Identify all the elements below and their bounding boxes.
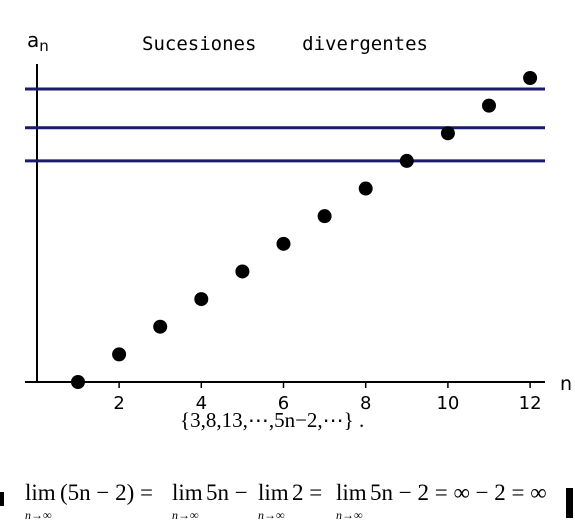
data-point <box>523 71 538 85</box>
x-tick-label: 2 <box>113 393 124 414</box>
data-point <box>482 98 496 113</box>
x-tick-label: 6 <box>278 393 289 414</box>
data-point <box>276 236 291 251</box>
x-tick-label: 10 <box>436 393 459 414</box>
data-point <box>112 347 127 362</box>
data-points <box>71 71 538 389</box>
data-point <box>71 375 85 389</box>
data-point <box>235 264 250 279</box>
limit-operator-3: lim <box>258 480 289 505</box>
limit-expression-2: 5n − <box>206 480 248 505</box>
limit-expression-4: 5n − 2 = ∞ − 2 = ∞ <box>370 480 547 505</box>
chart-title: Sucesiones divergentes <box>142 33 428 55</box>
data-point <box>194 292 209 307</box>
y-axis-label-sub: n <box>39 37 49 55</box>
x-tick-labels: 2 4 6 8 10 12 <box>113 382 542 414</box>
x-axis-label: n <box>560 373 572 395</box>
data-point <box>317 209 332 224</box>
limit-operator-1: lim <box>25 480 56 505</box>
left-edge-marker <box>0 492 4 506</box>
limit-subscript-1: n→∞ <box>25 508 52 522</box>
sequence-formula: {3,8,13,⋯,5n−2,⋯} . <box>180 408 365 432</box>
data-point <box>358 181 373 196</box>
limit-operator-4: lim <box>336 480 367 505</box>
limit-subscript-3: n→∞ <box>258 508 285 522</box>
divergent-sequence-chart: 2 4 6 8 10 12 Sucesiones divergentes an n <box>25 28 572 414</box>
x-tick-label: 4 <box>196 393 207 414</box>
y-axis-label: an <box>27 28 49 55</box>
x-tick-label: 12 <box>519 393 542 414</box>
data-point <box>153 319 168 334</box>
data-point <box>399 153 414 168</box>
data-point <box>440 126 455 141</box>
axes <box>25 64 545 383</box>
x-tick-label: 8 <box>360 393 371 414</box>
limit-formula: lim n→∞ (5n − 2) = lim n→∞ 5n − lim n→∞ … <box>0 472 575 523</box>
limit-expression-1: (5n − 2) = <box>60 480 154 505</box>
limit-subscript-2: n→∞ <box>172 508 199 522</box>
right-edge-marker <box>566 488 573 518</box>
limit-subscript-4: n→∞ <box>336 508 363 522</box>
limit-operator-2: lim <box>172 480 203 505</box>
limit-expression-3: 2 = <box>292 480 323 505</box>
y-axis-label-base: a <box>27 28 39 52</box>
reference-lines <box>25 87 545 163</box>
